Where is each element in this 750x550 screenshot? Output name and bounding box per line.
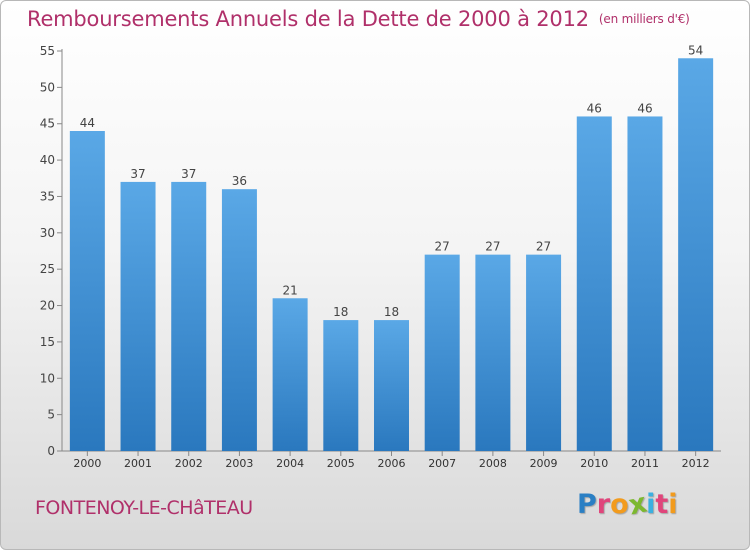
y-tick-label: 15 [40,335,55,349]
y-tick-label: 50 [40,80,55,94]
data-label: 27 [485,240,500,254]
x-tick-label: 2011 [631,457,659,470]
bar-2005 [323,320,359,451]
commune-name: FONTENOY-LE-CHâTEAU [35,497,253,519]
y-tick-label: 45 [40,117,55,131]
bar-2008 [475,254,511,451]
chart-bars [69,58,714,452]
bar-2004 [272,298,308,451]
logo-letter: t [655,489,669,520]
x-tick-label: 2010 [580,457,608,470]
x-tick-label: 2000 [73,457,101,470]
x-tick-label: 2004 [276,457,304,470]
y-tick-label: 35 [40,189,55,203]
bar-2002 [171,181,207,451]
bar-2007 [424,254,460,451]
logo-letter: i [646,489,656,520]
y-tick-label: 20 [40,299,55,313]
bar-2003 [221,189,257,451]
y-tick-label: 25 [40,262,55,276]
bar-2011 [627,116,663,452]
data-label: 21 [282,283,297,297]
data-label: 54 [688,43,703,57]
data-label: 46 [587,101,602,115]
proxiti-logo[interactable]: Proxiti [577,488,678,522]
chart-title-text: Remboursements Annuels de la Dette de 20… [27,7,589,31]
x-tick-label: 2012 [682,457,710,470]
logo-letter: r [596,489,611,520]
chart-subtitle: (en milliers d'€) [598,12,690,26]
data-label: 46 [637,101,652,115]
bar-2009 [526,254,562,451]
x-tick-label: 2006 [378,457,406,470]
x-tick-label: 2003 [225,457,253,470]
data-label: 18 [384,305,399,319]
x-tick-label: 2007 [428,457,456,470]
chart-axes: 0 5 10 15 20 25 30 35 40 45 50 55 [40,44,721,458]
data-label: 18 [333,305,348,319]
bar-2010 [576,116,612,452]
data-label: 44 [80,116,95,130]
x-tick-label: 2005 [327,457,355,470]
logo-letter: o [610,489,629,520]
logo-letter: P [577,489,597,520]
chart-labels: 44 2000 37 2001 37 2002 36 2003 21 2004 18 2005 18 20… [73,43,709,470]
x-tick-label: 2009 [530,457,558,470]
bar-2001 [120,181,156,451]
data-label: 37 [130,167,145,181]
x-tick-label: 2001 [124,457,152,470]
y-tick-label: 5 [47,408,55,422]
data-label: 27 [536,240,551,254]
bar-2012 [678,58,714,451]
chart-title: Remboursements Annuels de la Dette de 20… [27,7,690,31]
data-label: 37 [181,167,196,181]
data-label: 27 [435,240,450,254]
bar-2006 [374,320,409,451]
bar-2000 [69,131,105,451]
y-tick-label: 30 [40,226,55,240]
y-tick-label: 0 [47,444,55,458]
x-tick-label: 2002 [175,457,203,470]
y-tick-label: 10 [40,371,55,385]
y-tick-label: 55 [40,44,55,58]
data-label: 36 [232,174,247,188]
x-tick-label: 2008 [479,457,507,470]
logo-letter: i [668,489,678,520]
y-tick-label: 40 [40,153,55,167]
